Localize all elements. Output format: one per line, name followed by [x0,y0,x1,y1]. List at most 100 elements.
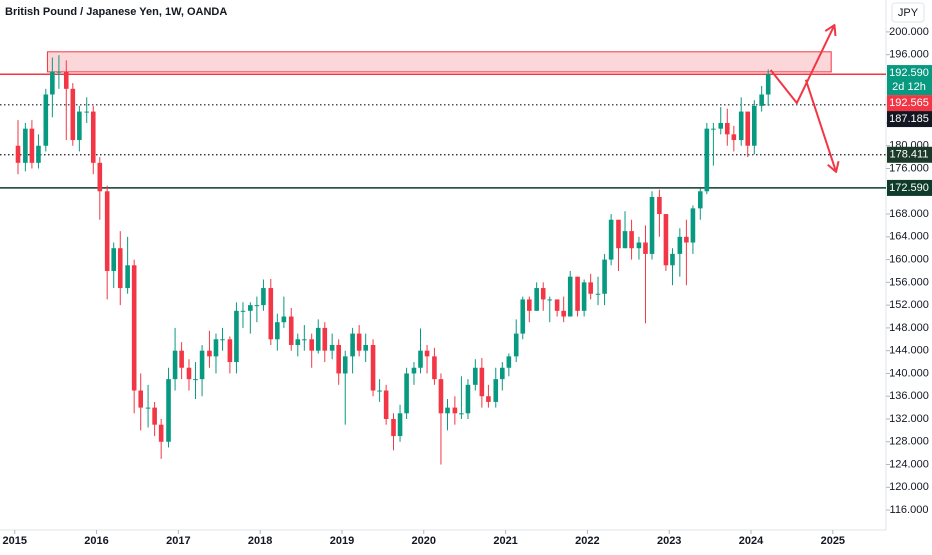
candle-body [547,299,553,301]
candle-body [248,305,253,311]
candle-body [15,145,21,163]
candle-body [377,390,382,392]
y-tick-label: 200.000 [889,26,929,38]
level-price-label: 178.411 [890,149,929,161]
x-tick-label: 2015 [2,535,26,547]
candle-body [268,288,274,340]
candle-body [404,373,409,414]
candle-body [424,350,430,357]
candle-body [152,407,157,425]
candle-body [63,71,69,89]
countdown-label: 2d 12h [892,81,926,93]
candle-body [432,356,437,380]
candle-body [158,424,164,442]
candle-body [731,134,737,141]
candle-body [309,339,314,351]
candle-body [697,191,703,209]
currency-box[interactable] [891,2,925,23]
candle-body [500,367,505,380]
candle-body [629,231,634,249]
candle-body [493,379,499,402]
candle-body [704,128,710,192]
candle-body [227,339,233,363]
candle-body [220,339,225,341]
level-price-box [887,95,932,112]
candle-body [554,299,560,311]
level-price-label: 192.565 [889,97,929,109]
candle-body [616,219,621,249]
candle-body [759,94,764,106]
candle-body [602,259,607,294]
candle-body [486,396,491,402]
currency-label[interactable]: JPY [898,7,919,19]
candle-body [397,413,403,437]
candle-body [513,333,519,357]
candle-body [145,407,151,409]
candle-body [207,350,212,357]
x-tick-label: 2020 [412,535,436,547]
candle-body [90,111,96,163]
candle-body [186,367,192,380]
candle-body [172,350,178,380]
candle-body [622,231,628,249]
candle-body [575,276,580,311]
candle-body [56,71,62,73]
x-tick-label: 2019 [330,535,354,547]
level-price-label: 172.590 [889,182,929,194]
candle-body [608,219,614,260]
candle-body [288,316,294,345]
candle-body [765,74,771,95]
candle-body [567,276,573,317]
candle-body [117,248,123,289]
candle-body [479,367,485,397]
candle-body [506,356,512,368]
level-price-label: 187.185 [889,113,929,125]
y-tick-label: 152.000 [889,299,929,311]
candle-body [166,379,171,442]
candle-body [50,71,55,95]
candle-body [23,128,28,163]
candle-body [240,310,246,312]
y-tick-label: 148.000 [889,322,929,334]
candle-body [315,327,321,351]
last-price-label: 192.590 [889,67,929,79]
candle-body [418,350,423,368]
candle-body [213,339,219,357]
x-tick-label: 2017 [166,535,190,547]
candle-body [254,305,260,307]
candle-body [336,344,341,374]
candle-body [534,288,539,311]
last-price-box [887,65,932,96]
candle-body [438,379,444,414]
candle-body [342,356,348,374]
candle-body [745,111,751,146]
candle-body [643,242,648,254]
y-tick-label: 124.000 [889,458,929,470]
candle-body [520,299,526,334]
chart-title: British Pound / Japanese Yen, 1W, OANDA [5,6,227,18]
candle-body [473,367,478,385]
y-tick-label: 164.000 [889,231,929,243]
arrow-head [824,24,837,37]
x-tick-label: 2025 [821,535,845,547]
x-tick-label: 2021 [493,535,517,547]
level-price-box [887,146,932,163]
x-tick-label: 2023 [657,535,681,547]
candle-body [70,88,76,141]
candle-body [104,191,110,271]
candle-body [657,196,662,215]
candle-body [636,242,642,249]
candle-body [411,367,417,374]
candle-body [527,299,532,311]
candle-body [261,288,266,306]
y-tick-label: 116.000 [890,504,929,516]
candle-body [193,379,198,381]
candle-body [302,339,307,341]
candle-body [465,384,471,414]
candle-body [125,265,130,289]
candle-body [561,310,566,317]
supply-zone [46,51,832,73]
y-tick-label: 136.000 [889,390,929,402]
y-tick-label: 168.000 [889,208,929,220]
